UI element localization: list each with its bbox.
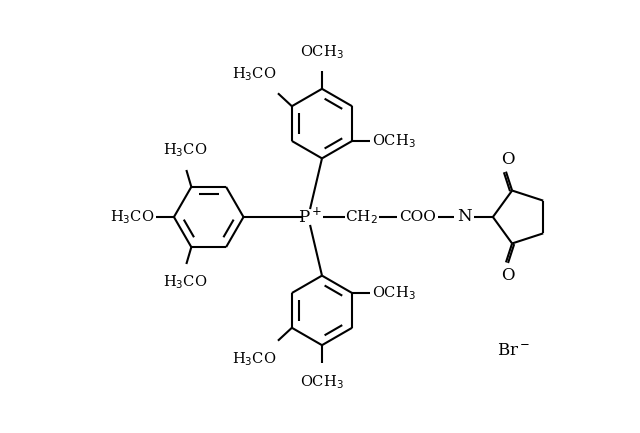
Text: H$_3$CO: H$_3$CO	[163, 141, 207, 159]
Text: OCH$_3$: OCH$_3$	[300, 373, 344, 391]
Text: H$_3$CO: H$_3$CO	[232, 351, 276, 368]
Text: COO: COO	[399, 210, 436, 224]
Text: OCH$_3$: OCH$_3$	[372, 132, 416, 150]
Text: OCH$_3$: OCH$_3$	[372, 284, 416, 302]
Text: P$^+$: P$^+$	[298, 207, 322, 226]
Text: Br$^-$: Br$^-$	[497, 342, 531, 359]
Text: H$_3$CO: H$_3$CO	[232, 66, 276, 84]
Text: OCH$_3$: OCH$_3$	[300, 43, 344, 61]
Text: O: O	[501, 151, 515, 168]
Text: N: N	[457, 209, 472, 226]
Text: H$_3$CO: H$_3$CO	[109, 208, 154, 226]
Text: H$_3$CO: H$_3$CO	[163, 273, 207, 291]
Text: O: O	[501, 267, 515, 284]
Text: CH$_2$: CH$_2$	[346, 208, 378, 226]
